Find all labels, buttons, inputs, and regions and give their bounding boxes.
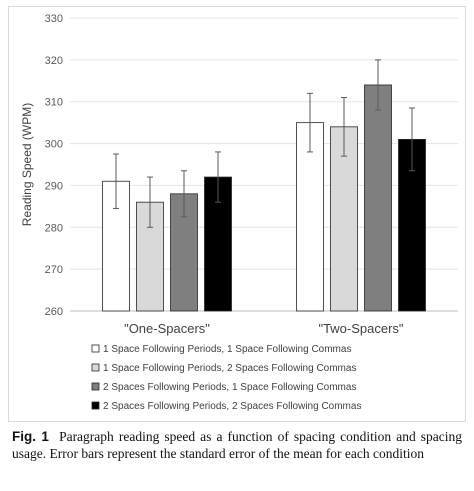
- bar: [330, 126, 358, 312]
- y-axis-label: Reading Speed (WPM): [20, 103, 34, 226]
- bar: [364, 84, 392, 312]
- legend-label: 2 Spaces Following Periods, 2 Spaces Fol…: [103, 401, 361, 412]
- y-tick-label: 320: [45, 55, 63, 67]
- legend-swatch: [91, 363, 100, 372]
- figure-caption: Fig. 1 Paragraph reading speed as a func…: [12, 428, 462, 462]
- category-label: "Two-Spacers": [318, 321, 403, 336]
- legend-swatch: [91, 401, 100, 410]
- y-tick-label: 330: [45, 13, 63, 25]
- legend-swatch: [91, 382, 100, 391]
- category-label: "One-Spacers": [124, 321, 210, 336]
- y-tick-label: 270: [45, 264, 63, 276]
- y-tick-label: 260: [45, 306, 63, 318]
- y-tick-label: 280: [45, 222, 63, 234]
- legend-label: 1 Space Following Periods, 2 Spaces Foll…: [103, 363, 356, 374]
- caption-label: Fig. 1: [12, 429, 49, 444]
- bar-chart: 260 270 280 290 300 310 320 330 Reading Speed (W…: [20, 13, 458, 412]
- legend-label: 1 Space Following Periods, 1 Space Follo…: [103, 344, 351, 355]
- y-tick-label: 300: [45, 139, 63, 151]
- y-tick-label: 290: [45, 180, 63, 192]
- y-tick-label: 310: [45, 97, 63, 109]
- caption-text: Paragraph reading speed as a function of…: [12, 429, 462, 461]
- bar: [296, 122, 324, 312]
- legend-swatch: [91, 344, 100, 353]
- legend-label: 2 Spaces Following Periods, 1 Space Foll…: [103, 382, 356, 393]
